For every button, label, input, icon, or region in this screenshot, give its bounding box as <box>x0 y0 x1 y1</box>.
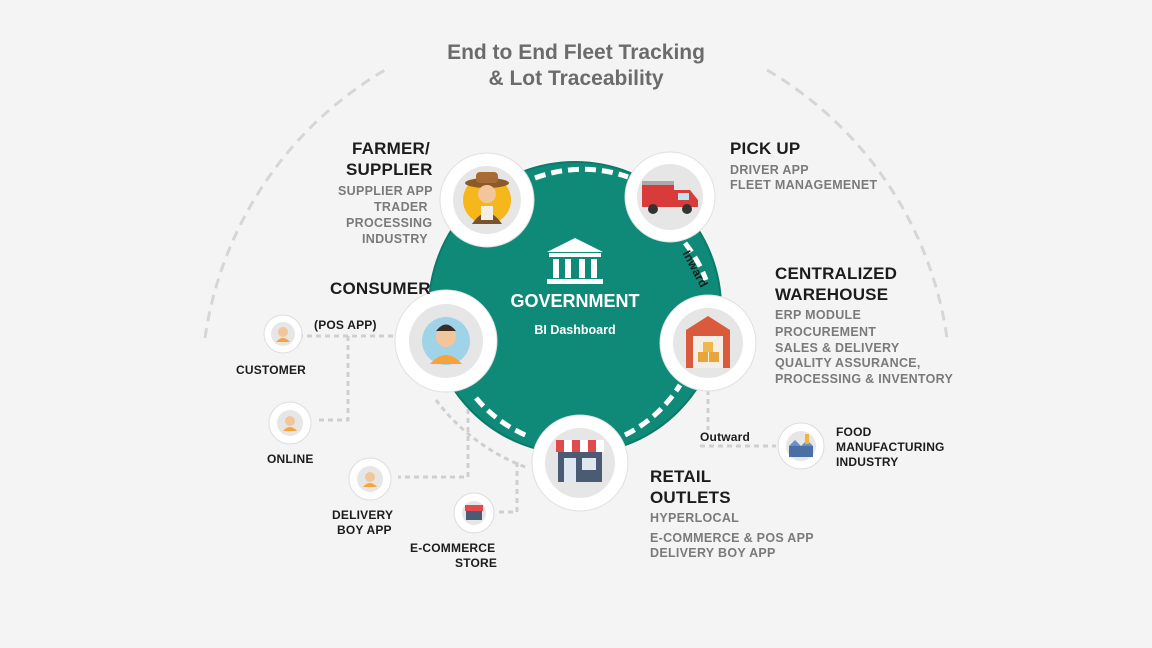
retail-item: HYPERLOCAL <box>650 511 740 525</box>
retail-heading-line1: RETAIL <box>650 467 712 486</box>
retail-heading-line2: OUTLETS <box>650 488 731 507</box>
warehouse-item: SALES & DELIVERY <box>775 341 900 355</box>
farmer-item: TRADER <box>374 200 428 214</box>
center-subtitle: BI Dashboard <box>534 323 616 337</box>
warehouse-icon <box>686 316 730 368</box>
online-node <box>268 401 312 445</box>
outward-label: Outward <box>700 430 751 444</box>
farmer-item: SUPPLIER APP <box>338 184 433 198</box>
warehouse-item: PROCUREMENT <box>775 325 877 339</box>
factory-icon <box>789 434 813 457</box>
warehouse-heading-line1: CENTRALIZED <box>775 264 898 283</box>
warehouse-heading-line2: WAREHOUSE <box>775 285 889 304</box>
warehouse-item: QUALITY ASSURANCE, <box>775 356 921 370</box>
delivery-label-line1: DELIVERY <box>332 508 394 522</box>
route-track-top <box>534 166 629 181</box>
route-track-bottom-right <box>623 383 683 438</box>
farmer-heading-line2: SUPPLIER <box>346 160 433 179</box>
warehouse-item: ERP MODULE <box>775 308 862 322</box>
delivery-node <box>348 457 392 501</box>
ecommerce-icon <box>466 511 482 520</box>
food-label-line1: FOOD <box>836 425 872 439</box>
retail-node <box>531 414 629 512</box>
retail-item: DELIVERY BOY APP <box>650 546 776 560</box>
route-track-right <box>683 241 709 281</box>
online-label: ONLINE <box>267 452 314 466</box>
online-icon <box>285 416 295 426</box>
pos-app-label: (POS APP) <box>314 318 377 332</box>
customer-icon <box>278 327 288 337</box>
pickup-item: FLEET MANAGEMENET <box>730 178 878 192</box>
consumer-icon <box>422 317 470 365</box>
food-label-line2: MANUFACTURING <box>836 440 945 454</box>
truck-icon <box>642 181 698 214</box>
farmer-heading-line1: FARMER/ <box>352 139 430 158</box>
pickup-item: DRIVER APP <box>730 163 809 177</box>
ecommerce-node <box>453 492 495 534</box>
customer-label: CUSTOMER <box>236 363 307 377</box>
pickup-node <box>624 151 716 243</box>
government-building-icon <box>547 238 603 284</box>
shop-icon <box>556 440 604 482</box>
route-track-bottom <box>474 396 531 440</box>
diagram-title-line1: End to End Fleet Tracking <box>447 41 705 64</box>
retail-item: E-COMMERCE & POS APP <box>650 531 814 545</box>
center-title: GOVERNMENT <box>510 291 640 311</box>
food-node <box>777 422 825 470</box>
warehouse-node <box>659 294 757 392</box>
consumer-node <box>394 289 498 393</box>
warehouse-item: PROCESSING & INVENTORY <box>775 372 954 386</box>
connector-lines <box>298 334 776 514</box>
ecommerce-label-line2: STORE <box>455 556 498 570</box>
farmer-icon <box>463 172 511 224</box>
diagram-title-line2: & Lot Traceability <box>488 67 664 90</box>
customer-node <box>263 314 303 354</box>
farmer-item: PROCESSING <box>346 216 433 230</box>
farmer-item: INDUSTRY <box>362 232 428 246</box>
pickup-heading: PICK UP <box>730 139 801 158</box>
delivery-label-line2: BOY APP <box>337 523 392 537</box>
ecommerce-label-line1: E-COMMERCE <box>410 541 496 555</box>
farmer-node <box>439 152 535 248</box>
consumer-heading: CONSUMER <box>330 279 431 298</box>
delivery-icon <box>365 472 375 482</box>
food-label-line3: INDUSTRY <box>836 455 899 469</box>
